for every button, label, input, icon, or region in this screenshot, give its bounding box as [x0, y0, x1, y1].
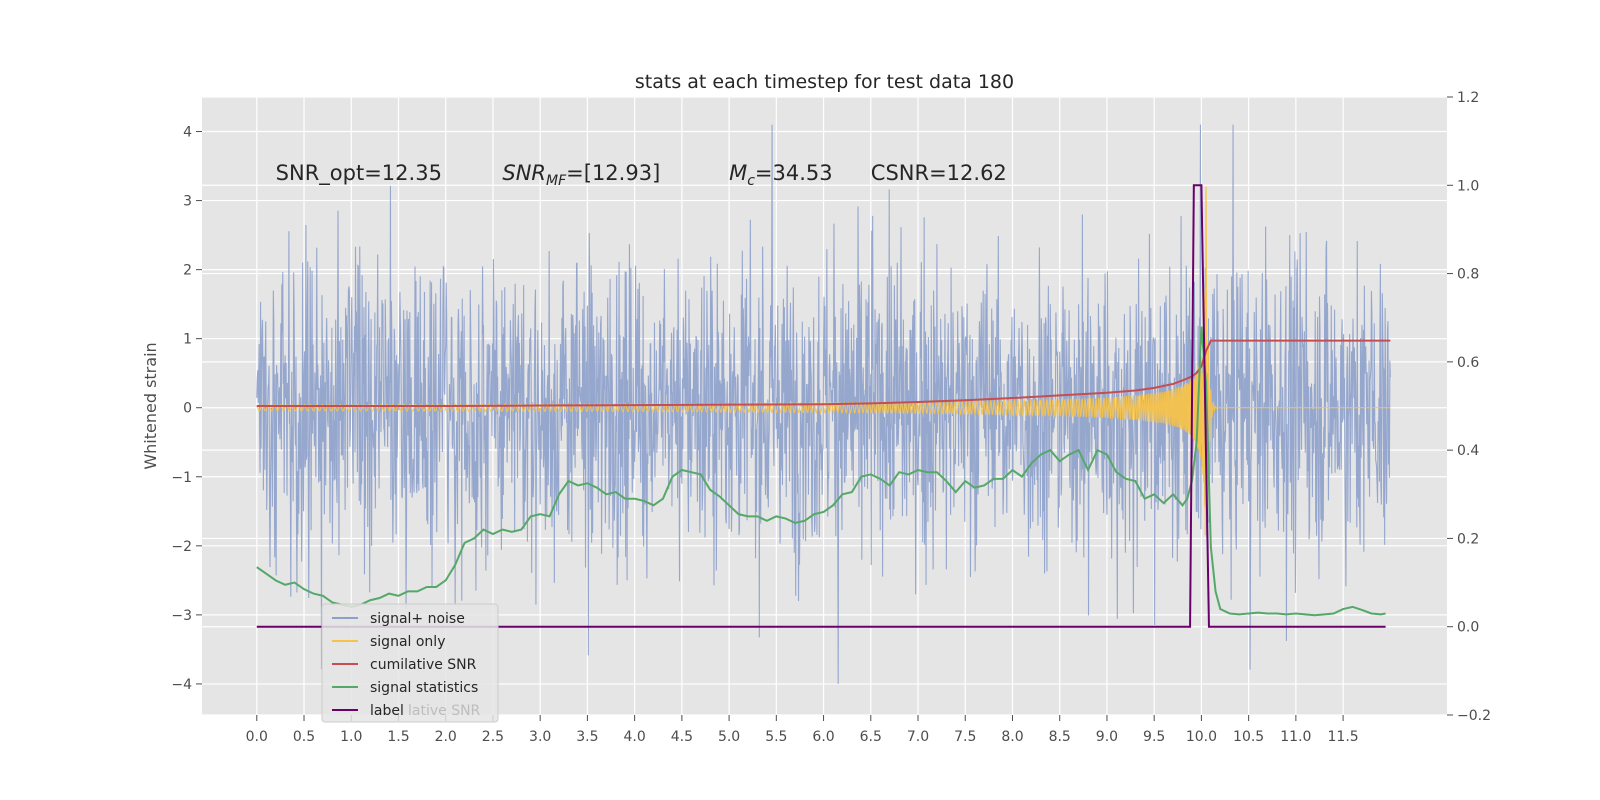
y-tick-label: 0 [183, 401, 192, 417]
x-tick-label: 10.0 [1186, 729, 1217, 745]
right-axis-ticks: −0.2 0.0 0.2 0.4 0.6 0.8 1.0 1.2 [1447, 90, 1491, 724]
x-tick-label: 0.5 [293, 729, 315, 745]
annotation-subscript: MF [546, 173, 567, 189]
x-tick-label: 7.5 [954, 729, 976, 745]
x-tick-label: 5.5 [765, 729, 787, 745]
y-tick-label: 3 [183, 194, 192, 210]
y2-tick-label: 0.8 [1457, 267, 1479, 283]
legend-box [321, 603, 499, 723]
x-tick-label: 7.0 [907, 729, 929, 745]
x-tick-label: 0.0 [246, 729, 268, 745]
legend-label: label [370, 703, 404, 719]
y2-tick-label: 1.2 [1457, 90, 1479, 106]
x-tick-label: 3.0 [529, 729, 551, 745]
x-tick-label: 3.5 [576, 729, 598, 745]
annotation-snr-opt: SNR_opt=12.35 [276, 161, 442, 186]
x-tick-label: 8.0 [1001, 729, 1023, 745]
annotation-subscript: c [747, 173, 755, 189]
annotation-symbol: SNR [502, 161, 546, 185]
legend-label: cumilative SNR [370, 657, 477, 673]
annotation-value: =34.53 [755, 161, 833, 185]
annotation-value: =[12.93] [566, 161, 660, 185]
y-tick-label: −4 [171, 677, 192, 693]
x-tick-label: 9.0 [1096, 729, 1118, 745]
x-tick-label: 1.5 [387, 729, 409, 745]
signal-only-line [256, 186, 1391, 536]
annotation-csnr: CSNR=12.62 [871, 161, 1007, 185]
left-axis-ticks: −4 −3 −2 −1 0 1 2 3 4 [171, 125, 202, 693]
signal-statistics-line [256, 326, 1386, 617]
x-axis-ticks: 0.0 0.5 1.0 1.5 2.0 2.5 3.0 3.5 4.0 4.5 5.0 5.5 6.0 6… [246, 715, 1359, 745]
y2-tick-label: 0.4 [1457, 443, 1479, 459]
cumilative-snr-line [256, 339, 1391, 407]
chart-title: stats at each timestep for test data 180 [635, 71, 1014, 93]
x-tick-label: 10.5 [1233, 729, 1264, 745]
x-tick-label: 8.5 [1049, 729, 1071, 745]
x-tick-label: 4.0 [623, 729, 645, 745]
label-line [256, 184, 1386, 628]
x-tick-label: 2.0 [435, 729, 457, 745]
x-tick-label: 4.5 [671, 729, 693, 745]
y-tick-label: −1 [171, 470, 192, 486]
y-tick-label: 1 [183, 332, 192, 348]
y-axis-label: Whitened strain [141, 342, 160, 469]
legend-label: signal+ noise [370, 611, 465, 627]
y2-tick-label: −0.2 [1457, 708, 1491, 724]
legend-label: signal statistics [370, 680, 478, 696]
y2-tick-label: 0.2 [1457, 531, 1479, 547]
y-tick-label: 2 [183, 263, 192, 279]
signal-only-series [256, 186, 1391, 536]
y-tick-label: 4 [183, 125, 192, 141]
legend: signal+ noise signal only cumilative SNR si… [321, 603, 499, 723]
x-tick-label: 9.5 [1143, 729, 1165, 745]
x-tick-label: 11.5 [1328, 729, 1359, 745]
y2-tick-label: 0.6 [1457, 355, 1479, 371]
x-tick-label: 6.0 [812, 729, 834, 745]
annotation-chirp-mass: Mc=34.53 [729, 161, 833, 189]
y2-tick-label: 1.0 [1457, 178, 1479, 194]
x-tick-label: 11.0 [1280, 729, 1311, 745]
x-tick-label: 6.5 [860, 729, 882, 745]
x-tick-label: 2.5 [482, 729, 504, 745]
x-tick-label: 5.0 [718, 729, 740, 745]
annotations: SNR_opt=12.35 SNRMF=[12.93] Mc=34.53 CSNR=1… [276, 161, 1007, 189]
legend-label: signal only [370, 634, 445, 650]
annotation-snr-mf: SNRMF=[12.93] [502, 161, 660, 189]
right-axis-series [256, 184, 1391, 628]
y-tick-label: −3 [171, 608, 192, 624]
legend-background-text: lative SNR [408, 703, 481, 719]
x-tick-label: 1.0 [340, 729, 362, 745]
annotation-symbol: M [729, 161, 747, 185]
y2-tick-label: 0.0 [1457, 620, 1479, 636]
y-tick-label: −2 [171, 539, 192, 555]
